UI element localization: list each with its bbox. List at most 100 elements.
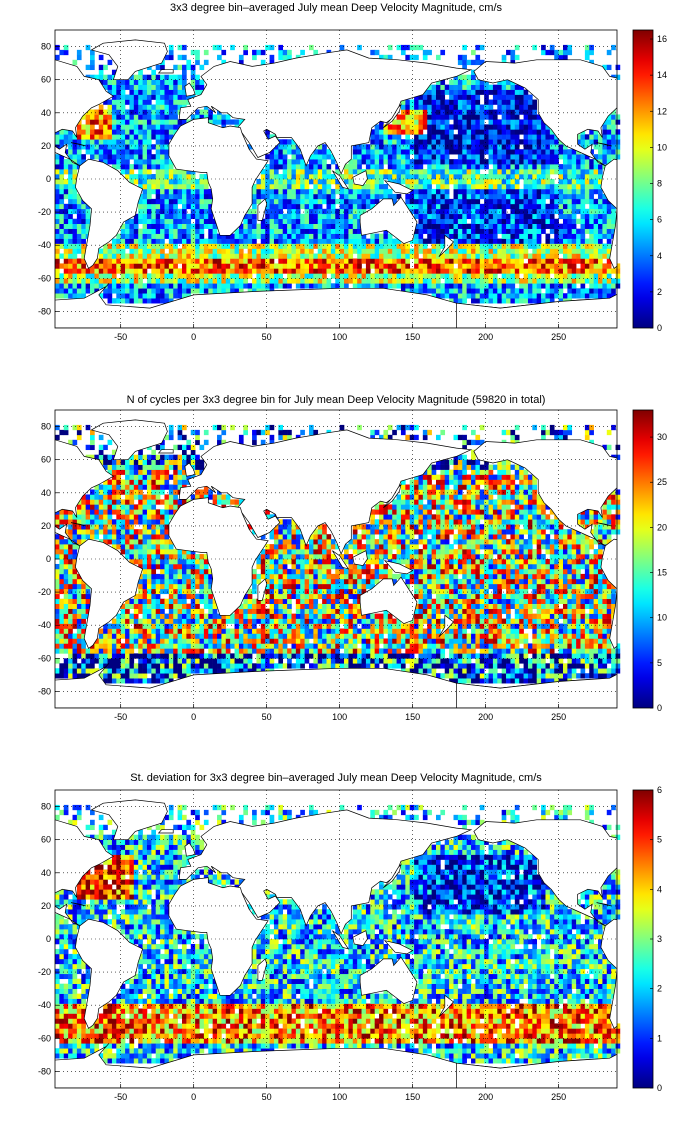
bin-cell (59, 183, 65, 190)
bin-cell (300, 223, 305, 229)
bin-cell (186, 169, 192, 175)
bin-cell (68, 213, 73, 220)
bin-cell (59, 218, 65, 224)
bin-cell (256, 268, 262, 274)
bin-cell (107, 263, 113, 269)
bin-cell (536, 298, 542, 304)
bin-cell (221, 248, 227, 254)
bin-cell (186, 283, 192, 289)
bin-cell (330, 193, 336, 200)
bin-cell (466, 124, 472, 130)
bin-cell (111, 134, 117, 140)
bin-cell (146, 159, 152, 165)
bin-cell (532, 253, 538, 259)
bin-cell (125, 519, 130, 525)
bin-cell (558, 193, 564, 200)
bin-cell (457, 298, 463, 304)
bin-cell (120, 164, 126, 170)
bin-cell (203, 253, 209, 259)
bin-cell (177, 84, 183, 90)
bin-cell (344, 278, 349, 284)
bin-cell (475, 124, 481, 130)
bin-cell (357, 248, 362, 254)
bin-cell (151, 293, 157, 299)
bin-cell (475, 293, 481, 299)
bin-cell (335, 223, 340, 229)
bin-cell (138, 154, 143, 160)
bin-cell (116, 663, 121, 669)
bin-cell (580, 228, 586, 234)
bin-cell (536, 144, 542, 150)
bin-cell (589, 238, 594, 244)
bin-cell (129, 628, 135, 634)
bin-cell (160, 129, 165, 135)
bin-cell (164, 154, 170, 160)
bin-cell (523, 114, 529, 120)
bin-cell (72, 283, 78, 289)
bin-cell (59, 188, 65, 195)
bin-cell (85, 129, 91, 135)
bin-cell (348, 193, 354, 200)
bin-cell (138, 179, 143, 185)
bin-cell (81, 129, 86, 135)
bin-cell (435, 278, 441, 284)
bin-cell (265, 248, 270, 254)
bin-cell (90, 268, 95, 274)
bin-cell (151, 283, 157, 289)
bin-cell (195, 183, 200, 190)
bin-cell (414, 169, 419, 175)
bin-cell (133, 288, 139, 294)
bin-cell (55, 563, 60, 570)
bin-cell (125, 514, 130, 520)
bin-cell (322, 268, 327, 274)
bin-cell (177, 218, 183, 224)
bin-cell (396, 193, 402, 200)
bin-cell (440, 228, 446, 234)
bin-cell (273, 198, 279, 205)
bin-cell (203, 188, 209, 195)
bin-cell (282, 159, 288, 165)
bin-cell (431, 283, 437, 289)
bin-cell (348, 198, 354, 205)
bin-cell (440, 109, 446, 115)
bin-cell (527, 278, 533, 284)
bin-cell (133, 539, 139, 545)
bin-cell (234, 233, 240, 239)
bin-cell (120, 268, 126, 274)
bin-cell (138, 134, 143, 140)
bin-cell (273, 213, 279, 220)
bin-cell (138, 509, 143, 515)
bin-cell (151, 658, 157, 664)
bin-cell (133, 243, 139, 249)
bin-cell (501, 174, 507, 180)
bin-cell (339, 208, 345, 215)
bin-cell (370, 144, 375, 150)
bin-cell (370, 203, 375, 210)
bin-cell (562, 228, 568, 234)
bin-cell (98, 74, 104, 80)
bin-cell (453, 114, 459, 120)
bin-cell (68, 638, 73, 644)
bin-cell (558, 278, 564, 284)
bin-cell (177, 233, 183, 239)
bin-cell (383, 248, 389, 254)
bin-cell (484, 203, 489, 210)
bin-cell (541, 169, 546, 175)
bin-cell (466, 159, 472, 165)
bin-cell (370, 193, 375, 200)
bin-cell (155, 273, 161, 279)
bin-cell (536, 293, 542, 299)
bin-cell (488, 238, 494, 244)
bin-cell (138, 464, 143, 470)
bin-cell (326, 203, 332, 210)
bin-cell (510, 283, 516, 289)
bin-cell (576, 228, 581, 234)
bin-cell (238, 59, 244, 66)
bin-cell (269, 268, 275, 274)
bin-cell (444, 268, 450, 274)
bin-cell (387, 258, 393, 264)
bin-cell (387, 278, 393, 284)
bin-cell (146, 104, 152, 110)
bin-cell (357, 198, 362, 205)
bin-cell (322, 208, 327, 215)
